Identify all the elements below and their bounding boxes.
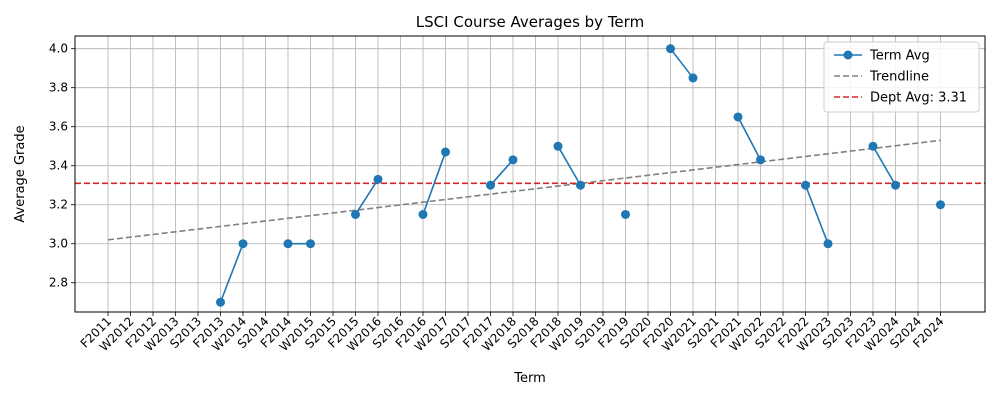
term-avg-point <box>553 141 563 151</box>
term-avg-line-segment <box>489 159 514 186</box>
term-avg-point <box>733 112 743 122</box>
term-avg-point <box>283 239 293 249</box>
y-tick-label: 3.4 <box>49 159 68 173</box>
term-avg-point <box>373 174 383 184</box>
trendline <box>107 139 941 241</box>
term-avg-point <box>508 155 518 165</box>
x-axis-title: Term <box>513 371 546 386</box>
y-tick-label: 3.0 <box>49 237 68 251</box>
term-avg-line-segment <box>804 184 829 245</box>
term-avg-line-segment <box>219 243 244 303</box>
term-avg-line-segment <box>557 145 582 186</box>
term-avg-point <box>576 180 585 190</box>
y-tick-label: 2.8 <box>49 276 68 290</box>
legend-box <box>823 41 980 113</box>
legend-label-term-avg: Term Avg <box>869 49 930 64</box>
term-avg-point <box>306 239 315 249</box>
term-avg-point <box>418 209 428 219</box>
term-avg-point <box>801 180 810 190</box>
term-avg-point <box>441 147 450 157</box>
term-avg-point <box>868 141 878 151</box>
term-avg-point <box>486 180 495 190</box>
y-axis-ticks: 2.8 3.0 3.2 3.4 3.6 3.8 4.0 <box>49 42 75 290</box>
term-avg-line-segment <box>669 48 694 79</box>
term-avg-point <box>823 239 833 249</box>
term-avg-line-segment <box>422 151 447 215</box>
legend-marker-term-avg <box>843 50 853 60</box>
y-tick-label: 3.6 <box>49 120 68 134</box>
plot-frame <box>74 35 986 313</box>
y-tick-label: 4.0 <box>49 42 68 56</box>
term-avg-point <box>621 209 630 219</box>
term-avg-line-segment <box>737 116 762 161</box>
reference-lines <box>75 139 985 241</box>
term-avg-point <box>216 297 225 307</box>
term-avg-point <box>688 73 698 83</box>
term-avg-point <box>666 44 675 54</box>
term-avg-line-segment <box>354 178 379 215</box>
chart-title: LSCI Course Averages by Term <box>416 13 644 31</box>
term-avg-line-segment <box>872 145 897 186</box>
term-avg-point <box>936 200 945 210</box>
term-avg-point <box>756 155 765 165</box>
term-avg-point <box>891 180 900 190</box>
legend-label-dept-avg: Dept Avg: 3.31 <box>870 91 967 106</box>
legend: Term Avg Trendline Dept Avg: 3.31 <box>823 41 980 113</box>
y-tick-label: 3.8 <box>49 81 68 95</box>
y-tick-label: 3.2 <box>49 198 68 212</box>
legend-label-trendline: Trendline <box>869 70 929 85</box>
y-axis-title: Average Grade <box>13 125 28 222</box>
series <box>216 44 945 307</box>
term-avg-point <box>351 209 360 219</box>
term-avg-point <box>238 239 248 249</box>
